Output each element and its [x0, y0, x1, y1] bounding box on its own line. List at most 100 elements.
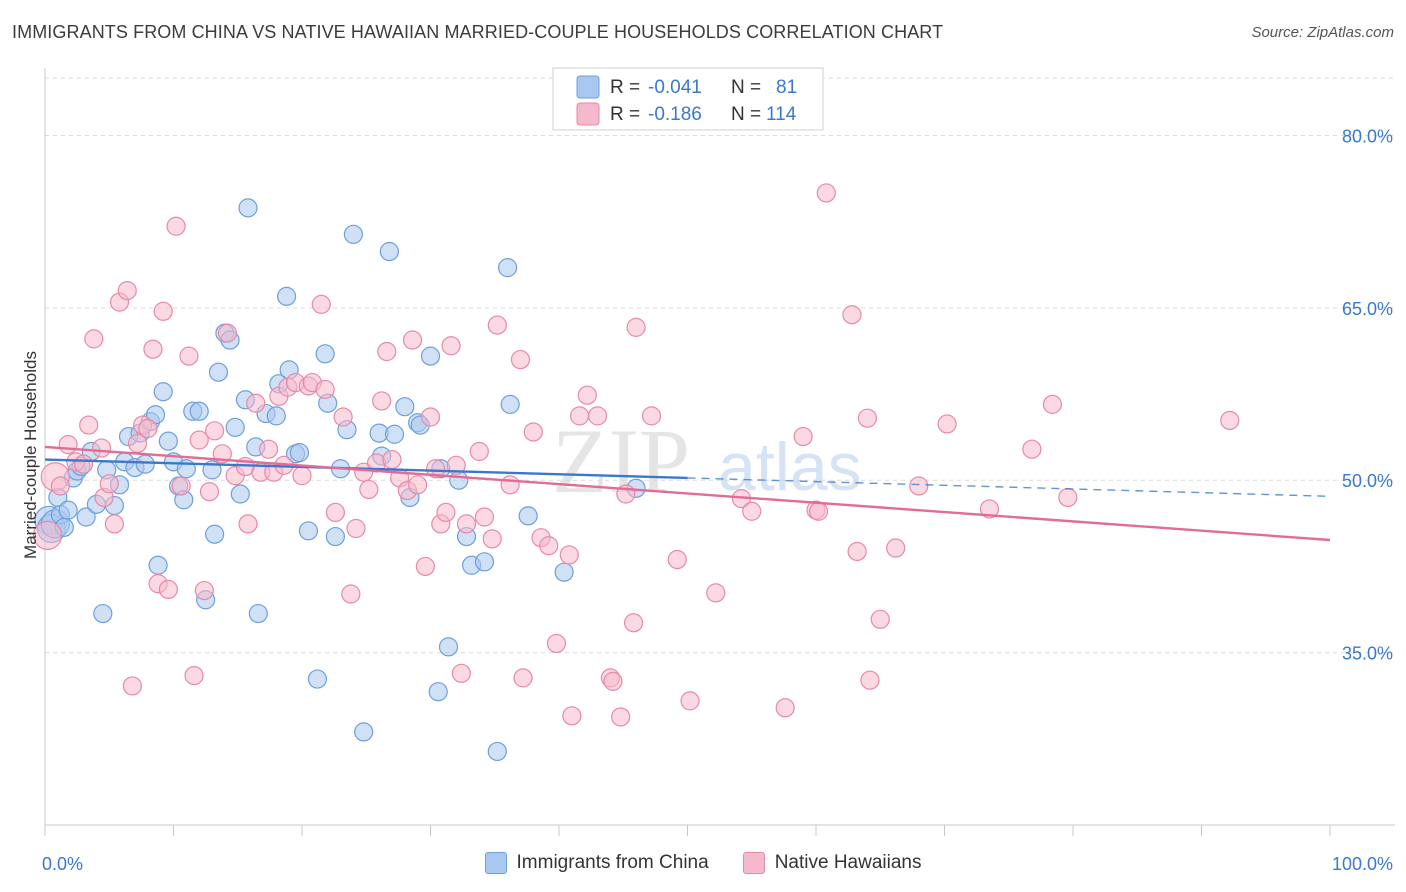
legend-item-china: Immigrants from China — [484, 852, 709, 874]
hawaiian-point — [456, 514, 477, 534]
hawaiian-point — [246, 393, 266, 413]
hawaiian-point — [217, 323, 238, 343]
hawaiian-point — [577, 385, 597, 405]
hawaiian-point — [487, 315, 507, 335]
hawaiian-point — [117, 281, 137, 301]
hawaiian-point — [199, 482, 220, 502]
hawaiian-point — [706, 583, 726, 603]
china-point — [518, 506, 538, 526]
china-point — [205, 524, 225, 544]
hawaiian-point — [680, 691, 700, 711]
china-point — [554, 562, 574, 582]
china-point — [474, 552, 495, 572]
china-point — [266, 406, 286, 426]
hawaiian-point — [886, 538, 906, 558]
hawaiian-point — [205, 421, 225, 441]
grid-layer — [45, 77, 1395, 654]
hawaiian-point — [238, 514, 258, 534]
hawaiian-point — [184, 665, 204, 686]
china-point — [298, 521, 319, 541]
hawaiian-point — [451, 663, 471, 683]
china-point — [58, 500, 78, 520]
hawaiian-point — [793, 426, 813, 447]
hawaiian-point — [641, 406, 662, 426]
hawaiian-point — [474, 507, 495, 527]
china-point — [498, 258, 518, 278]
hawaiian-point — [408, 475, 428, 495]
hawaiian-point — [189, 430, 209, 450]
source-credit: Source: ZipAtlas.com — [1251, 24, 1394, 41]
x-tick-label: 100.0% — [1332, 854, 1393, 874]
legend-item-hawaiian: Native Hawaiians — [742, 852, 921, 874]
hawaiian-point — [346, 518, 366, 539]
hawaiian-point — [333, 407, 353, 427]
hawaiian-point — [84, 329, 104, 349]
china-point — [225, 417, 245, 437]
china-point — [289, 443, 310, 463]
points-layer — [32, 183, 1240, 762]
hawaiian-point — [775, 698, 795, 718]
hawaiian-point — [325, 502, 346, 523]
hawaiian-point — [446, 455, 466, 475]
hawaiian-point — [402, 330, 423, 350]
hawaiian-point — [143, 339, 163, 359]
china-point — [428, 682, 448, 702]
hawaiian-point — [415, 556, 435, 577]
hawaiian-point — [171, 476, 191, 496]
hawaiian-point — [742, 501, 762, 521]
hawaiian-point — [870, 609, 890, 629]
hawaiian-point — [420, 407, 441, 427]
hawaiian-point — [667, 549, 687, 570]
china-point — [238, 198, 258, 218]
axis-layer: 35.0% 50.0% 65.0% 80.0% 0.0% 100.0% — [42, 68, 1395, 874]
y-tick-label: 65.0% — [1342, 299, 1393, 319]
hawaiian-point — [909, 476, 929, 496]
legend-swatch-china — [484, 852, 507, 874]
hawaiian-point — [808, 501, 829, 521]
hawaiian-point — [569, 406, 590, 426]
china-point — [208, 362, 229, 382]
stats-legend: R = -0.041 N = 81 R = -0.186 N = 114 — [552, 67, 824, 131]
china-point — [343, 224, 363, 244]
hawaiian-point — [122, 676, 142, 696]
china-point — [395, 397, 415, 417]
hawaiian-point — [482, 529, 502, 549]
hawaiian-trend-line — [44, 445, 1331, 542]
y-tick-label: 80.0% — [1342, 126, 1393, 146]
hawaiian-point — [258, 439, 279, 459]
hawaiian-point — [179, 346, 199, 366]
hawaiian-point — [847, 541, 867, 562]
hawaiian-point — [513, 668, 533, 688]
y-tick-label: 35.0% — [1342, 644, 1393, 664]
china-point — [315, 344, 335, 364]
china-point — [230, 484, 250, 504]
hawaiian-point — [857, 408, 878, 428]
hawaiian-point — [377, 341, 397, 362]
stats-n-value-china: 81 — [776, 77, 797, 98]
hawaiian-point — [359, 479, 379, 500]
china-point — [354, 722, 374, 742]
china-point — [135, 454, 155, 474]
hawaiian-point — [441, 336, 461, 356]
hawaiian-point — [1220, 410, 1240, 431]
stats-n-label-hawaiian: N = — [731, 104, 761, 125]
hawaiian-point — [99, 474, 119, 494]
china-point — [189, 401, 209, 421]
china-point — [325, 526, 346, 547]
hawaiian-point — [546, 633, 567, 654]
hawaiian-point — [58, 435, 78, 455]
hawaiian-point — [603, 671, 623, 691]
hawaiian-point — [559, 545, 579, 565]
hawaiian-point — [469, 441, 489, 462]
hawaiian-point — [32, 520, 63, 550]
stats-r-label-china: R = — [610, 77, 640, 98]
y-tick-label: 50.0% — [1342, 471, 1393, 491]
stats-n-value-hawaiian: 114 — [766, 104, 797, 125]
hawaiian-point — [611, 707, 631, 727]
china-point — [276, 286, 297, 306]
hawaiian-point — [138, 418, 158, 439]
china-point — [384, 424, 405, 444]
stats-n-label-china: N = — [731, 77, 761, 98]
hawaiian-point — [562, 706, 582, 726]
